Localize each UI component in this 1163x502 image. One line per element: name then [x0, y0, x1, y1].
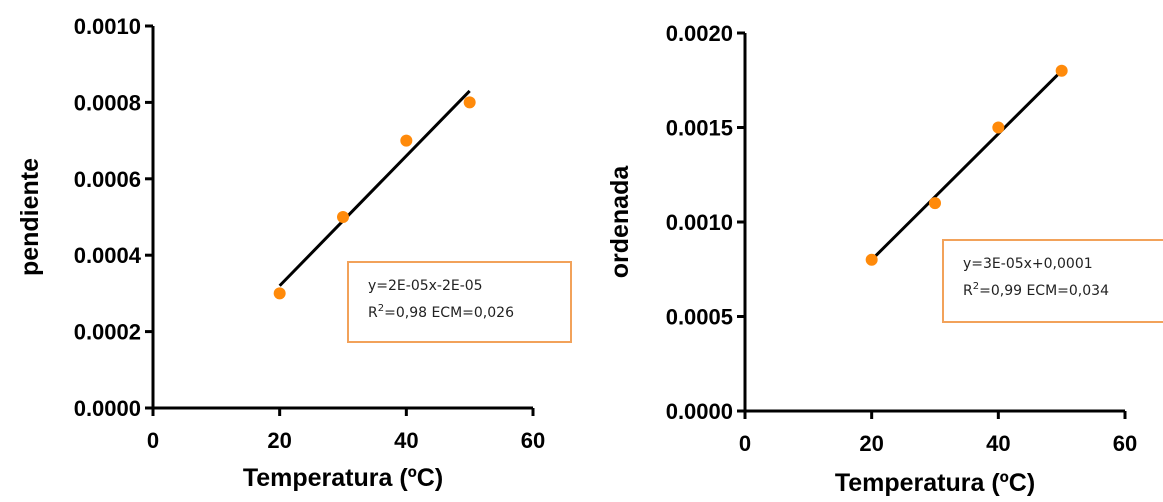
- y-axis-title: pendiente: [16, 158, 44, 276]
- annotation-equation: y=3E-05x+0,0001: [963, 256, 1093, 272]
- annotation-stats: R2=0,99 ECM=0,034: [963, 281, 1109, 299]
- data-point: [1055, 64, 1068, 77]
- data-point: [865, 253, 878, 266]
- y-tick-label: 0.0010: [666, 210, 733, 235]
- x-tick-label: 20: [267, 428, 291, 453]
- x-tick-label: 60: [521, 428, 545, 453]
- x-tick-label: 40: [394, 428, 418, 453]
- chart-2: 0.0000 0.0005 0.0010 0.0015 0.0020 0 20 40 60 Tem…: [606, 21, 1163, 497]
- y-tick-label: 0.0005: [666, 305, 733, 330]
- y-tick-label: 0.0000: [666, 399, 733, 424]
- y-tick-label: 0.0006: [74, 167, 141, 192]
- y-tick-label: 0.0008: [74, 90, 141, 115]
- data-point: [337, 211, 349, 223]
- y-tick-label: 0.0000: [74, 396, 141, 421]
- chart-1: 0.0000 0.0002 0.0004 0.0006 0.0008 0.0010 0 20 4…: [16, 14, 572, 492]
- y-tick-label: 0.0004: [74, 243, 142, 268]
- x-tick-label: 60: [1113, 431, 1137, 456]
- data-point: [463, 96, 476, 109]
- y-tick-label: 0.0020: [666, 21, 733, 46]
- y-tick-label: 0.0010: [74, 14, 141, 39]
- y-tick-label: 0.0002: [74, 320, 141, 345]
- data-point: [929, 197, 941, 210]
- x-tick-label: 0: [739, 431, 751, 456]
- x-tick-label: 0: [147, 428, 159, 453]
- annotation-box: [942, 239, 1163, 323]
- x-axis-title: Temperatura (ºC): [243, 464, 443, 492]
- data-point: [273, 287, 286, 300]
- x-axis-title: Temperatura (ºC): [835, 469, 1035, 497]
- y-tick-label: 0.0015: [666, 116, 733, 141]
- fit-line: [278, 89, 471, 287]
- data-point: [992, 121, 1005, 134]
- annotation-box: [347, 261, 572, 343]
- fit-line: [870, 69, 1063, 261]
- y-axis-title: ordenada: [606, 165, 634, 279]
- annotation-stats: R2=0,98 ECM=0,026: [368, 303, 514, 321]
- data-point: [400, 134, 413, 147]
- x-tick-label: 40: [986, 431, 1010, 456]
- annotation-equation: y=2E-05x-2E-05: [368, 278, 483, 294]
- x-tick-label: 20: [859, 431, 883, 456]
